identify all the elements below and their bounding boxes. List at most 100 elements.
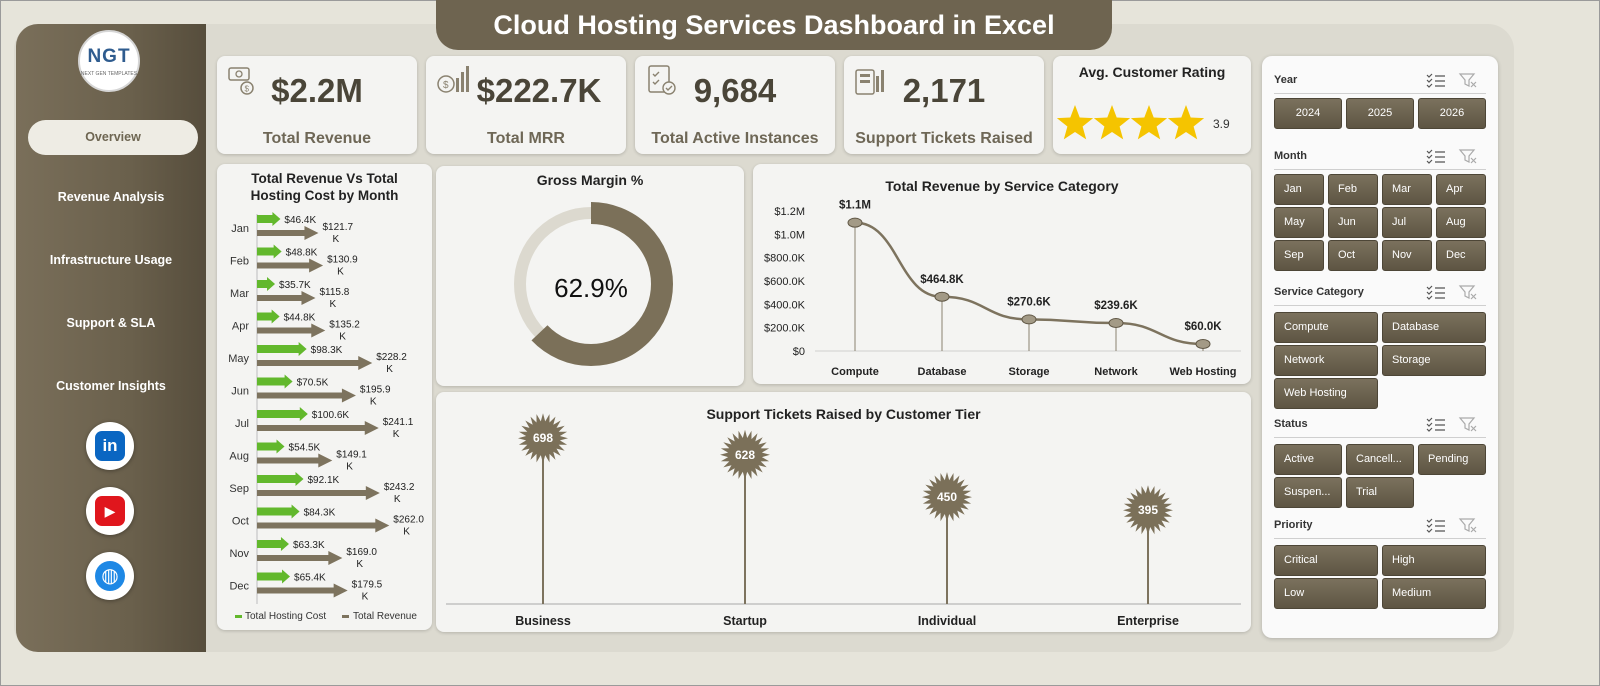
slicer-year-2026[interactable]: 2026 <box>1418 98 1486 129</box>
slicer-month-sep[interactable]: Sep <box>1274 240 1324 271</box>
slicer-priority-high[interactable]: High <box>1382 545 1486 576</box>
line-point <box>1195 339 1211 349</box>
money-icon: $ <box>228 67 254 95</box>
y-tick-label: $800.0K <box>764 253 806 265</box>
tier-chart-plot: 698 Business 628 Startup 450 Individual 395 Ent… <box>446 413 1241 628</box>
slicer-status-cancelled[interactable]: Cancell... <box>1346 444 1414 475</box>
page-title: Cloud Hosting Services Dashboard in Exce… <box>436 0 1112 50</box>
line-point <box>1021 314 1037 325</box>
month-tick-label: May <box>228 353 249 365</box>
multi-select-icon[interactable] <box>1426 517 1446 533</box>
hosting-cost-bar <box>257 244 282 259</box>
line-point <box>1108 318 1124 329</box>
slicer-service-storage[interactable]: Storage <box>1382 345 1486 376</box>
revenue-bar <box>257 226 319 240</box>
nav-support-sla[interactable]: Support & SLA <box>66 316 156 330</box>
multi-select-icon[interactable] <box>1426 148 1446 164</box>
slicer-year-2024[interactable]: 2024 <box>1274 98 1342 129</box>
tier-value-label: 698 <box>533 431 553 445</box>
revenue-bar <box>257 291 316 305</box>
clear-filter-icon[interactable] <box>1458 517 1478 533</box>
rating-value: 3.9 <box>1213 117 1230 131</box>
hosting-cost-bar <box>257 407 308 421</box>
linkedin-button[interactable]: in <box>86 422 134 470</box>
month-tick-label: Feb <box>230 256 249 268</box>
rating-star-icon <box>1056 105 1094 140</box>
rating-card: Avg. Customer Rating 3.9 <box>1053 56 1251 154</box>
slicer-month-jun[interactable]: Jun <box>1328 207 1378 238</box>
slicer-status-suspended[interactable]: Suspen... <box>1274 477 1342 508</box>
service-category-chart: Total Revenue by Service Category $0 $200… <box>753 164 1251 384</box>
gross-margin-value: 62.9% <box>554 273 628 303</box>
data-label: $464.8K <box>920 274 964 286</box>
nav-overview[interactable]: Overview <box>28 120 198 155</box>
chart-title: Gross Margin % <box>536 172 644 188</box>
slicer-month-apr[interactable]: Apr <box>1436 174 1486 205</box>
kpi-support-tickets: 2,171 Support Tickets Raised <box>844 56 1044 154</box>
y-tick-label: $0 <box>793 346 805 358</box>
slicer-month-title: Month <box>1274 150 1307 162</box>
hosting-cost-label: $48.8K <box>286 248 318 259</box>
revenue-label: $228.2 K <box>376 352 407 375</box>
multi-select-icon[interactable] <box>1426 72 1446 88</box>
slicer-month-aug[interactable]: Aug <box>1436 207 1486 238</box>
hosting-cost-label: $54.5K <box>289 443 321 454</box>
slicer-month-mar[interactable]: Mar <box>1382 174 1432 205</box>
clear-filter-icon[interactable] <box>1458 148 1478 164</box>
clear-filter-icon[interactable] <box>1458 72 1478 88</box>
revenue-label: $243.2 K <box>384 482 415 505</box>
hosting-cost-bar <box>257 342 307 356</box>
slicer-year-2025[interactable]: 2025 <box>1346 98 1414 129</box>
slicer-status-pending[interactable]: Pending <box>1418 444 1486 475</box>
slicer-divider <box>1274 305 1486 306</box>
chart-title: Total Revenue by Service Category <box>885 178 1119 194</box>
clear-filter-icon[interactable] <box>1458 284 1478 300</box>
revenue-bar <box>257 518 390 533</box>
slicer-priority-low[interactable]: Low <box>1274 578 1378 609</box>
nav-infrastructure-usage[interactable]: Infrastructure Usage <box>49 253 173 267</box>
chart-title-line2: Hosting Cost by Month <box>250 188 399 203</box>
legend-hosting-cost: Total Hosting Cost <box>245 611 326 622</box>
youtube-button[interactable]: ▶ <box>86 487 134 535</box>
slicer-service-compute[interactable]: Compute <box>1274 312 1378 343</box>
hosting-cost-bar <box>257 537 289 551</box>
slicer-service-web-hosting[interactable]: Web Hosting <box>1274 378 1378 409</box>
rating-star-icon <box>1130 105 1168 140</box>
ngt-logo[interactable]: NGT NEXT GEN TEMPLATES <box>78 30 140 92</box>
hosting-cost-label: $63.3K <box>293 540 325 551</box>
revenue-label: $179.5 K <box>352 580 383 603</box>
multi-select-icon[interactable] <box>1426 416 1446 432</box>
slicer-status-trial[interactable]: Trial <box>1346 477 1414 508</box>
slicer-service-title: Service Category <box>1274 286 1364 298</box>
slicer-month-jan[interactable]: Jan <box>1274 174 1324 205</box>
globe-icon: ◍ <box>95 561 125 591</box>
slicer-service-database[interactable]: Database <box>1382 312 1486 343</box>
tier-burst-marker <box>720 429 770 480</box>
hosting-cost-bar <box>257 309 280 324</box>
website-button[interactable]: ◍ <box>86 552 134 600</box>
nav-customer-insights[interactable]: Customer Insights <box>56 379 166 393</box>
legend-total-revenue: Total Revenue <box>353 611 417 622</box>
slicer-month-jul[interactable]: Jul <box>1382 207 1432 238</box>
sidebar: NGT NEXT GEN TEMPLATES Overview Revenue … <box>16 24 206 652</box>
slicer-panel: Year Month Service Category Status Prior… <box>1262 56 1498 638</box>
slicer-priority-medium[interactable]: Medium <box>1382 578 1486 609</box>
kpi-total-mrr: $ $222.7K Total MRR <box>426 56 626 154</box>
slicer-month-dec[interactable]: Dec <box>1436 240 1486 271</box>
slicer-month-feb[interactable]: Feb <box>1328 174 1378 205</box>
slicer-month-oct[interactable]: Oct <box>1328 240 1378 271</box>
chart-title: Support Tickets Raised by Customer Tier <box>706 406 981 422</box>
tier-value-label: 450 <box>937 490 957 504</box>
slicer-divider <box>1274 437 1486 438</box>
slicer-status-active[interactable]: Active <box>1274 444 1342 475</box>
line-point <box>847 217 863 228</box>
clear-filter-icon[interactable] <box>1458 416 1478 432</box>
nav-revenue-analysis[interactable]: Revenue Analysis <box>57 190 165 204</box>
slicer-priority-critical[interactable]: Critical <box>1274 545 1378 576</box>
slicer-service-network[interactable]: Network <box>1274 345 1378 376</box>
kpi-total-revenue: $ $2.2M Total Revenue <box>217 56 417 154</box>
slicer-month-may[interactable]: May <box>1274 207 1324 238</box>
revenue-label: $130.9 K <box>327 255 358 278</box>
slicer-month-nov[interactable]: Nov <box>1382 240 1432 271</box>
multi-select-icon[interactable] <box>1426 284 1446 300</box>
